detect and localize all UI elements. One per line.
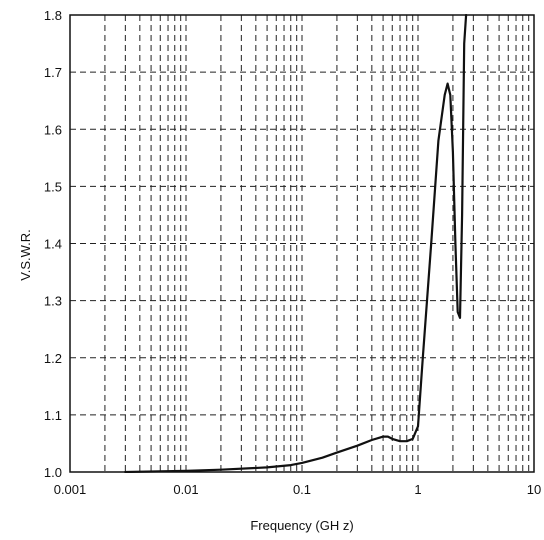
y-tick-label: 1.1 — [44, 408, 62, 423]
y-tick-label: 1.4 — [44, 237, 62, 252]
x-axis-title: Frequency (GH z) — [250, 518, 353, 533]
x-tick-label: 0.01 — [173, 482, 198, 497]
y-axis-title: V.S.W.R. — [18, 229, 33, 281]
y-tick-label: 1.5 — [44, 179, 62, 194]
y-tick-label: 1.8 — [44, 8, 62, 23]
y-tick-label: 1.6 — [44, 122, 62, 137]
grid-lines — [70, 15, 534, 472]
vswr-series-line — [124, 14, 468, 473]
plot-frame — [69, 14, 535, 473]
tick-labels: 0.001 0.01 0.1 1 10 1.0 1.1 1.2 1.3 1.4 1.5 1.6 1.7 1… — [44, 8, 541, 497]
x-tick-label: 1 — [414, 482, 421, 497]
y-tick-label: 1.7 — [44, 65, 62, 80]
y-tick-label: 1.0 — [44, 465, 62, 480]
x-tick-label: 0.001 — [54, 482, 87, 497]
series-layer — [124, 14, 468, 473]
y-tick-label: 1.3 — [44, 294, 62, 309]
x-tick-label: 10 — [527, 482, 541, 497]
x-tick-label: 0.1 — [293, 482, 311, 497]
y-tick-label: 1.2 — [44, 351, 62, 366]
